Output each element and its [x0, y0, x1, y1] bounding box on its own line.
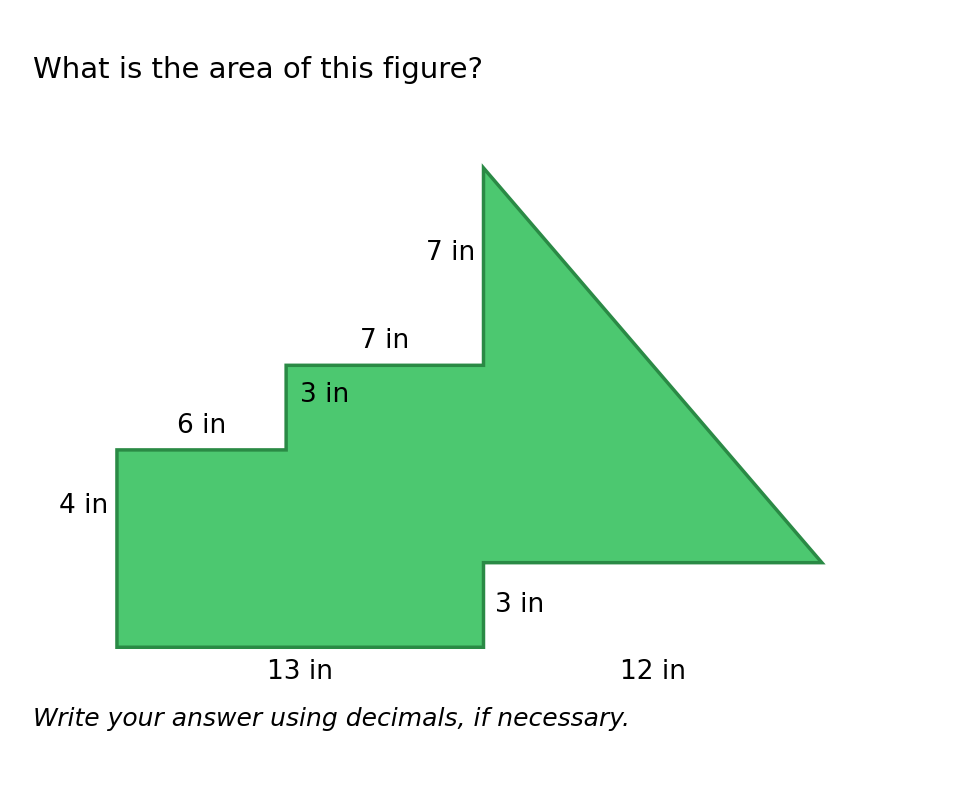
Text: 7 in: 7 in: [360, 328, 409, 354]
Text: 12 in: 12 in: [620, 659, 686, 685]
Text: 13 in: 13 in: [267, 659, 334, 685]
Text: What is the area of this figure?: What is the area of this figure?: [33, 57, 483, 84]
Polygon shape: [117, 168, 822, 647]
Text: 3 in: 3 in: [300, 382, 349, 408]
Text: 4 in: 4 in: [59, 493, 108, 519]
Text: 7 in: 7 in: [425, 239, 475, 265]
Text: 6 in: 6 in: [177, 412, 226, 438]
Text: Write your answer using decimals, if necessary.: Write your answer using decimals, if nec…: [33, 707, 630, 730]
Text: 3 in: 3 in: [495, 592, 544, 618]
